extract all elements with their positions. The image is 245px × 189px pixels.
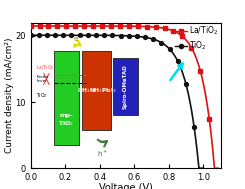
Y-axis label: Current density (mA/cm²): Current density (mA/cm²) xyxy=(5,38,14,153)
Bar xyxy=(113,58,138,115)
Text: TiO$_2$: TiO$_2$ xyxy=(37,91,48,100)
Text: Spiro-OMeTAD: Spiro-OMeTAD xyxy=(123,64,128,109)
Text: CH$_3$NH$_3$PbI$_3$: CH$_3$NH$_3$PbI$_3$ xyxy=(77,86,116,95)
Legend: La/TiO$_2$, TiO$_2$: La/TiO$_2$, TiO$_2$ xyxy=(174,24,219,53)
Text: Fermi
level: Fermi level xyxy=(37,75,49,83)
Text: mp-
TiO$_2$: mp- TiO$_2$ xyxy=(58,113,74,128)
Text: La/TiO$_2$: La/TiO$_2$ xyxy=(37,63,55,72)
Bar xyxy=(82,51,111,130)
Text: h$^+$: h$^+$ xyxy=(97,149,109,159)
X-axis label: Voltage (V): Voltage (V) xyxy=(99,184,152,189)
Text: e$^-$: e$^-$ xyxy=(73,35,84,43)
Bar xyxy=(54,51,79,145)
